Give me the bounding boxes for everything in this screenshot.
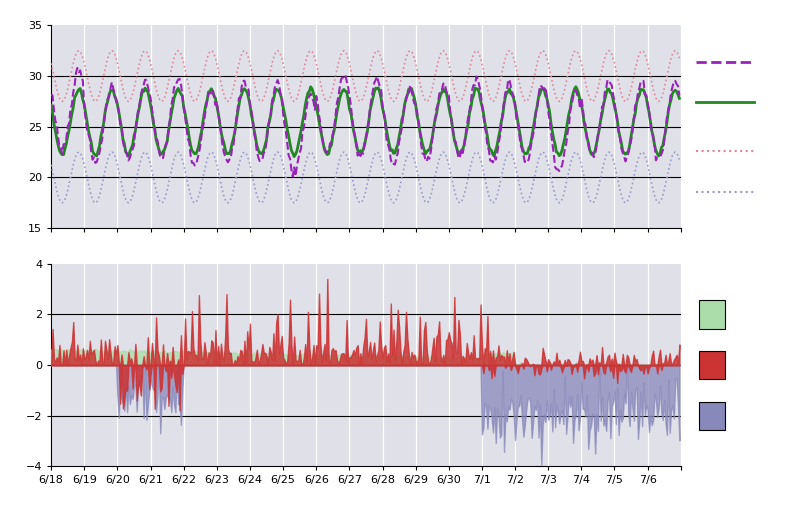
Bar [700, 351, 725, 379]
Bar [700, 300, 725, 329]
Bar [700, 402, 725, 430]
